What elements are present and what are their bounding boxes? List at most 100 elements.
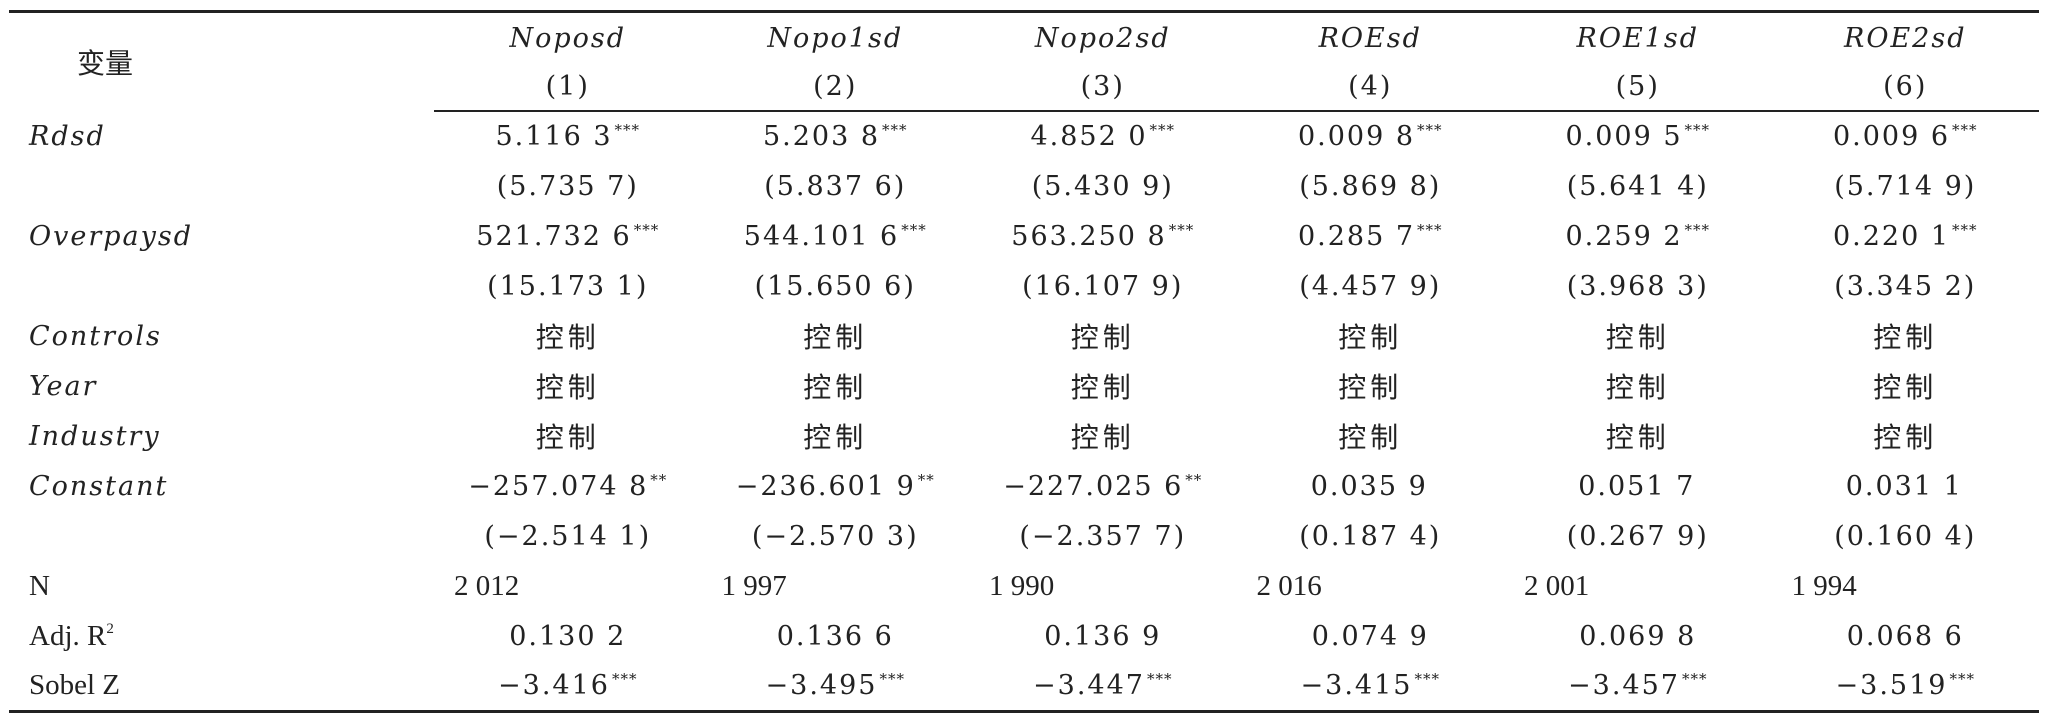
coef-cell: −236.601 9 ** bbox=[735, 470, 935, 502]
tstat-cell: (5.430 9) bbox=[1031, 170, 1174, 202]
sobel-cell: −3.415 *** bbox=[1300, 669, 1440, 701]
tstat-cell: (0.267 9) bbox=[1566, 520, 1709, 552]
tstat-cell: (3.345 2) bbox=[1834, 270, 1977, 302]
coef-cell: 563.250 8 *** bbox=[1011, 220, 1195, 252]
control-cell: 控制 bbox=[1873, 421, 1938, 454]
coef-cell: −227.025 6 ** bbox=[1003, 470, 1203, 502]
sobel-cell: −3.457 *** bbox=[1568, 669, 1708, 701]
n-cell: 2 001 bbox=[1524, 569, 1590, 602]
table-body: Rdsd 5.116 3 *** 5.203 8 *** 4.852 0 *** 0.… bbox=[9, 111, 2039, 711]
row-label-controls: Controls bbox=[29, 320, 162, 352]
row-label-n: N bbox=[29, 569, 50, 602]
r2-cell: 0.068 6 bbox=[1846, 620, 1964, 652]
control-cell: 控制 bbox=[1070, 371, 1135, 404]
table-row-rdsd: Rdsd 5.116 3 *** 5.203 8 *** 4.852 0 *** 0.… bbox=[9, 111, 2039, 161]
control-cell: 控制 bbox=[803, 421, 868, 454]
control-cell: 控制 bbox=[1070, 321, 1135, 354]
tstat-cell: (16.107 9) bbox=[1022, 270, 1184, 302]
tstat-cell: (0.160 4) bbox=[1834, 520, 1977, 552]
control-cell: 控制 bbox=[535, 421, 600, 454]
coef-cell: 0.009 6 *** bbox=[1832, 121, 1978, 152]
tstat-cell: (−2.514 1) bbox=[484, 520, 652, 552]
tstat-cell: (15.173 1) bbox=[487, 270, 649, 302]
coef-cell: 0.285 7 *** bbox=[1297, 220, 1443, 252]
column-number-4: (4) bbox=[1236, 63, 1504, 112]
control-cell: 控制 bbox=[535, 321, 600, 354]
table-row-overpaysd-tstat: (15.173 1) (15.650 6) (16.107 9) (4.457 … bbox=[9, 261, 2039, 311]
n-cell: 1 994 bbox=[1791, 569, 1857, 602]
column-header-3: Nopo2sd bbox=[1034, 22, 1171, 54]
coef-cell: 0.220 1 *** bbox=[1832, 220, 1978, 252]
control-cell: 控制 bbox=[1605, 371, 1670, 404]
table-row-constant-tstat: (−2.514 1) (−2.570 3) (−2.357 7) (0.187 … bbox=[9, 511, 2039, 561]
coef-cell: 4.852 0 *** bbox=[1030, 121, 1176, 152]
tstat-cell: (0.187 4) bbox=[1299, 520, 1442, 552]
column-header-4: ROEsd bbox=[1318, 22, 1422, 54]
column-header-6: ROE2sd bbox=[1844, 22, 1967, 54]
column-header-2: Nopo1sd bbox=[767, 22, 904, 54]
control-cell: 控制 bbox=[1338, 371, 1403, 404]
row-label-rdsd: Rdsd bbox=[29, 120, 106, 152]
sobel-cell: −3.495 *** bbox=[765, 669, 905, 701]
column-number-2: (2) bbox=[701, 63, 969, 112]
coef-cell: 0.259 2 *** bbox=[1565, 220, 1711, 252]
n-cell: 2 012 bbox=[454, 569, 520, 602]
coef-cell: 0.009 8 *** bbox=[1297, 121, 1443, 152]
control-cell: 控制 bbox=[1873, 371, 1938, 404]
table-row-overpaysd: Overpaysd 521.732 6 *** 544.101 6 *** 563.… bbox=[9, 211, 2039, 261]
column-number-3: (3) bbox=[969, 63, 1237, 112]
tstat-cell: (5.641 4) bbox=[1566, 170, 1709, 202]
table-row-n: N 2 012 1 997 1 990 2 016 2 001 1 994 bbox=[9, 561, 2039, 611]
tstat-cell: (5.869 8) bbox=[1299, 170, 1442, 202]
row-label-overpaysd: Overpaysd bbox=[29, 220, 194, 252]
tstat-cell: (15.650 6) bbox=[754, 270, 916, 302]
control-cell: 控制 bbox=[1338, 421, 1403, 454]
tstat-cell: (−2.570 3) bbox=[751, 520, 919, 552]
control-cell: 控制 bbox=[1338, 321, 1403, 354]
control-cell: 控制 bbox=[1605, 321, 1670, 354]
tstat-cell: (5.714 9) bbox=[1834, 170, 1977, 202]
table-row-rdsd-tstat: (5.735 7) (5.837 6) (5.430 9) (5.869 8) … bbox=[9, 161, 2039, 211]
column-header-5: ROE1sd bbox=[1576, 22, 1699, 54]
table-row-controls: Controls 控制 控制 控制 控制 控制 控制 bbox=[9, 311, 2039, 361]
n-cell: 1 990 bbox=[989, 569, 1055, 602]
table-row-constant: Constant −257.074 8 ** −236.601 9 ** −227.… bbox=[9, 461, 2039, 511]
sobel-cell: −3.519 *** bbox=[1835, 669, 1975, 701]
table-row-adj-r2: Adj. R2 0.130 2 0.136 6 0.136 9 0.074 9 … bbox=[9, 611, 2039, 661]
row-label-industry: Industry bbox=[29, 420, 161, 452]
coef-cell: 0.035 9 bbox=[1310, 470, 1428, 502]
control-cell: 控制 bbox=[803, 321, 868, 354]
r2-cell: 0.069 8 bbox=[1579, 620, 1697, 652]
variable-header: 变量 bbox=[77, 47, 134, 80]
control-cell: 控制 bbox=[535, 371, 600, 404]
control-cell: 控制 bbox=[803, 371, 868, 404]
coef-cell: 0.031 1 bbox=[1845, 470, 1963, 502]
coef-cell: 521.732 6 *** bbox=[476, 220, 660, 252]
table-row-industry: Industry 控制 控制 控制 控制 控制 控制 bbox=[9, 411, 2039, 461]
control-cell: 控制 bbox=[1605, 421, 1670, 454]
r2-cell: 0.074 9 bbox=[1311, 620, 1429, 652]
control-cell: 控制 bbox=[1873, 321, 1938, 354]
coef-cell: 5.203 8 *** bbox=[762, 121, 908, 152]
sobel-cell: −3.447 *** bbox=[1033, 669, 1173, 701]
column-header-1: Noposd bbox=[509, 22, 627, 54]
tstat-cell: (4.457 9) bbox=[1299, 270, 1442, 302]
tstat-cell: (5.735 7) bbox=[496, 170, 639, 202]
n-cell: 1 997 bbox=[721, 569, 787, 602]
tstat-cell: (−2.357 7) bbox=[1019, 520, 1187, 552]
table-header: 变量 Noposd Nopo1sd Nopo2sd ROEsd ROE1sd R… bbox=[9, 12, 2039, 112]
row-label-constant: Constant bbox=[29, 470, 169, 502]
column-number-1: (1) bbox=[434, 63, 702, 112]
tstat-cell: (3.968 3) bbox=[1566, 270, 1709, 302]
sobel-cell: −3.416 *** bbox=[498, 669, 638, 701]
n-cell: 2 016 bbox=[1256, 569, 1322, 602]
r2-cell: 0.136 6 bbox=[776, 620, 894, 652]
regression-results-table: 变量 Noposd Nopo1sd Nopo2sd ROEsd ROE1sd R… bbox=[9, 10, 2039, 713]
row-label-sobel-z: Sobel Z bbox=[29, 668, 121, 701]
r2-cell: 0.136 9 bbox=[1044, 620, 1162, 652]
coef-cell: 5.116 3 *** bbox=[495, 121, 641, 152]
column-number-6: (6) bbox=[1771, 63, 2039, 112]
coef-cell: 544.101 6 *** bbox=[743, 220, 927, 252]
coef-cell: −257.074 8 ** bbox=[468, 470, 668, 502]
